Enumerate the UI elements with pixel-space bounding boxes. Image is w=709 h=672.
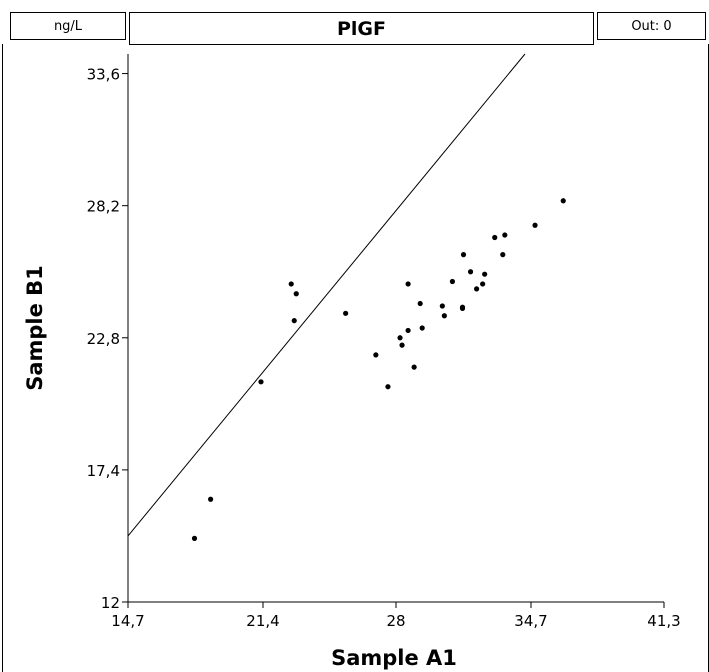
data-point <box>474 286 480 292</box>
data-point <box>441 313 447 319</box>
data-point <box>208 496 214 502</box>
data-point <box>191 535 198 541</box>
data-point <box>560 198 566 204</box>
y-tick-label: 22,8 <box>87 330 120 348</box>
data-point <box>411 364 417 370</box>
identity-line <box>127 53 526 537</box>
data-point <box>502 232 508 238</box>
data-point <box>258 379 264 385</box>
y-ticks: 12 17,4 22,8 28,2 33,6 <box>87 66 128 612</box>
data-point <box>399 342 405 348</box>
y-axis-title: Sample B1 <box>23 265 47 391</box>
axes <box>127 54 664 603</box>
data-point <box>293 291 299 297</box>
data-point <box>467 269 474 275</box>
y-tick-label: 17,4 <box>87 462 120 480</box>
data-points <box>191 198 566 541</box>
data-point <box>449 278 456 285</box>
y-tick-label: 28,2 <box>87 198 120 216</box>
data-point <box>291 318 297 324</box>
x-ticks: 14,7 21,4 28 34,7 41,3 <box>111 602 681 630</box>
data-point <box>405 281 411 287</box>
data-point <box>397 335 403 341</box>
data-point <box>480 281 486 287</box>
x-tick-label: 21,4 <box>246 612 279 630</box>
data-point <box>482 271 488 277</box>
data-point <box>532 222 538 228</box>
data-point <box>492 234 498 241</box>
data-point <box>288 281 294 287</box>
x-tick-label: 28 <box>386 612 405 630</box>
x-tick-label: 41,3 <box>647 612 680 630</box>
data-point <box>419 325 425 331</box>
x-tick-label: 14,7 <box>111 612 144 630</box>
data-point <box>417 300 423 307</box>
y-tick-label: 33,6 <box>87 66 120 84</box>
unit-label: ng/L <box>10 12 126 40</box>
x-axis-title: Sample A1 <box>331 646 457 670</box>
data-point <box>459 304 466 310</box>
data-point <box>405 327 411 334</box>
data-point <box>385 384 391 390</box>
x-tick-label: 34,7 <box>514 612 547 630</box>
data-point <box>439 303 445 309</box>
out-count: Out: 0 <box>597 12 706 40</box>
data-point <box>500 252 506 258</box>
data-point <box>373 352 379 358</box>
data-point <box>460 252 467 258</box>
chart-title: PlGF <box>129 12 594 45</box>
data-point <box>343 310 349 316</box>
y-tick-label: 12 <box>101 594 120 612</box>
